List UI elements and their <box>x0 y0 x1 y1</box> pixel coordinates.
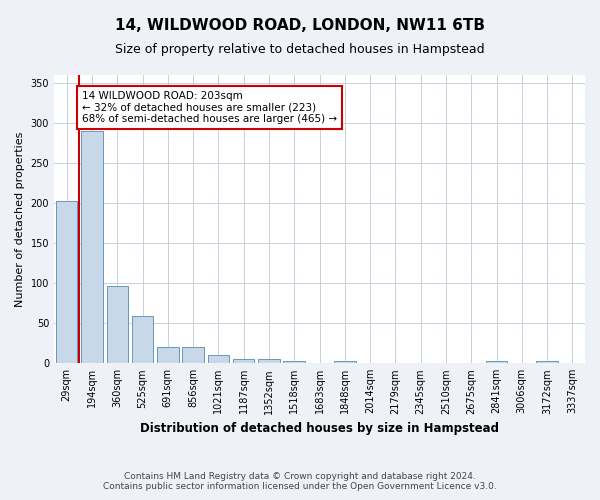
Bar <box>208 355 229 363</box>
Bar <box>107 286 128 363</box>
Text: Contains HM Land Registry data © Crown copyright and database right 2024.: Contains HM Land Registry data © Crown c… <box>124 472 476 481</box>
Bar <box>258 359 280 363</box>
Bar <box>233 359 254 363</box>
Bar <box>56 200 77 363</box>
Text: 14 WILDWOOD ROAD: 203sqm
← 32% of detached houses are smaller (223)
68% of semi-: 14 WILDWOOD ROAD: 203sqm ← 32% of detach… <box>82 91 337 124</box>
Bar <box>334 361 356 363</box>
Bar <box>182 347 204 363</box>
Bar <box>157 347 179 363</box>
Bar <box>132 316 153 363</box>
Bar <box>81 131 103 363</box>
Text: Contains public sector information licensed under the Open Government Licence v3: Contains public sector information licen… <box>103 482 497 491</box>
Text: Size of property relative to detached houses in Hampstead: Size of property relative to detached ho… <box>115 42 485 56</box>
Bar <box>486 361 507 363</box>
X-axis label: Distribution of detached houses by size in Hampstead: Distribution of detached houses by size … <box>140 422 499 435</box>
Bar <box>536 361 558 363</box>
Bar <box>283 361 305 363</box>
Text: 14, WILDWOOD ROAD, LONDON, NW11 6TB: 14, WILDWOOD ROAD, LONDON, NW11 6TB <box>115 18 485 32</box>
Y-axis label: Number of detached properties: Number of detached properties <box>15 132 25 307</box>
